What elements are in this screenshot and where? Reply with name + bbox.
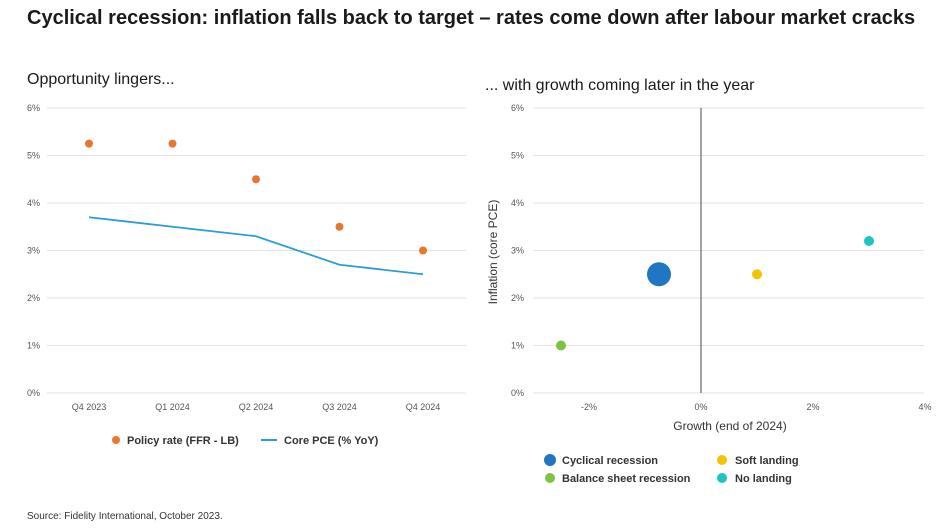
- policy-rate-line-chart: 0% 1% 2% 3% 4% 5% 6% Q4 2023 Q1 2024 Q2 2024 Q3 20…: [27, 103, 466, 447]
- x-tick-label: Q2 2024: [239, 402, 274, 412]
- legend-cyclical-recession-label: Cyclical recession: [562, 455, 658, 467]
- x-tick-label: Q4 2023: [72, 402, 107, 412]
- y-tick-label: 5%: [511, 151, 524, 161]
- y-tick-label: 3%: [511, 246, 524, 256]
- x-tick-label: Q4 2024: [406, 402, 441, 412]
- left-chart-title: Opportunity lingers...: [27, 71, 175, 88]
- page-title: Cyclical recession: inflation falls back…: [27, 7, 916, 29]
- balance-sheet-recession-point: [556, 340, 566, 351]
- legend-no-landing-label: No landing: [735, 473, 792, 485]
- legend-no-landing-marker: [717, 473, 727, 483]
- y-tick-label: 2%: [511, 293, 524, 303]
- policy-rate-point: [168, 139, 177, 148]
- y-tick-label: 6%: [27, 103, 40, 113]
- y-tick-label: 0%: [27, 388, 40, 398]
- legend-soft-landing-label: Soft landing: [735, 455, 799, 467]
- y-tick-label: 4%: [27, 198, 40, 208]
- y-tick-label: 1%: [511, 341, 524, 351]
- legend-balance-sheet-recession-label: Balance sheet recession: [562, 473, 691, 485]
- no-landing-point: [864, 236, 874, 246]
- x-tick-label: 2%: [806, 402, 819, 412]
- policy-rate-point: [85, 139, 93, 148]
- right-chart-title: ... with growth coming later in the year: [485, 77, 755, 94]
- policy-rate-point: [419, 246, 427, 255]
- x-tick-label: 0%: [694, 402, 707, 412]
- source-note: Source: Fidelity International, October …: [27, 511, 223, 522]
- policy-rate-point: [252, 175, 260, 184]
- legend-balance-sheet-recession-marker: [545, 473, 555, 483]
- legend-core-pce-label: Core PCE (% YoY): [284, 435, 379, 447]
- cyclical-recession-point: [647, 262, 671, 287]
- soft-landing-point: [752, 269, 762, 280]
- legend-policy-rate-marker: [112, 436, 120, 444]
- y-tick-label: 5%: [27, 151, 40, 161]
- policy-rate-point: [335, 222, 344, 231]
- y-tick-label: 6%: [511, 103, 524, 113]
- legend-cyclical-recession-marker: [544, 454, 556, 466]
- legend-soft-landing-marker: [717, 455, 727, 465]
- growth-inflation-scatter-chart: 0% 1% 2% 3% 4% 5% 6% -2% 0% 2% 4% Growth (end of 20…: [486, 103, 932, 485]
- legend-policy-rate-label: Policy rate (FFR - LB): [127, 435, 239, 447]
- y-tick-label: 4%: [511, 198, 524, 208]
- x-tick-label: -2%: [581, 402, 597, 412]
- y-axis-title: Inflation (core PCE): [486, 200, 500, 305]
- y-tick-label: 2%: [27, 293, 40, 303]
- x-tick-label: Q1 2024: [155, 402, 190, 412]
- y-tick-label: 1%: [27, 341, 40, 351]
- y-tick-label: 0%: [511, 388, 524, 398]
- x-axis-title: Growth (end of 2024): [673, 419, 786, 433]
- core-pce-line: [88, 216, 424, 276]
- x-tick-label: 4%: [918, 402, 931, 412]
- x-tick-label: Q3 2024: [322, 402, 357, 412]
- y-tick-label: 3%: [27, 246, 40, 256]
